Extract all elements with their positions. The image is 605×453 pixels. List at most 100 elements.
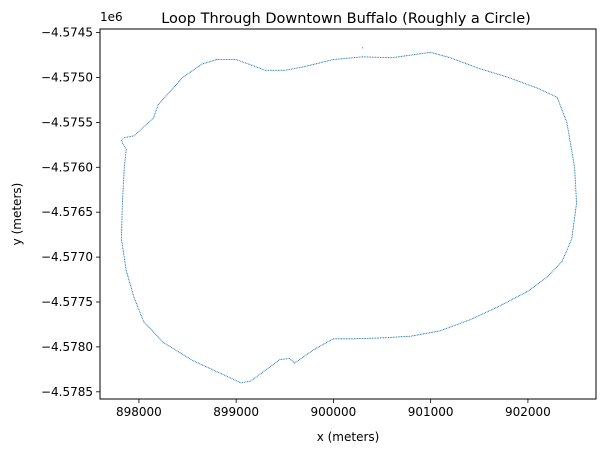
data-point — [463, 62, 465, 64]
data-point — [305, 65, 307, 67]
data-point — [224, 58, 226, 61]
data-point — [122, 142, 124, 144]
data-point — [175, 349, 177, 351]
data-point — [237, 59, 239, 61]
data-point — [545, 277, 547, 279]
data-point — [171, 347, 173, 349]
data-point — [150, 329, 152, 331]
x-axis-ticks: 898000 899000 900000 901000 902000 — [116, 399, 551, 419]
data-point — [492, 308, 494, 310]
data-point — [123, 178, 125, 180]
data-point — [122, 251, 124, 253]
y-tick-label: −4.5750 — [41, 70, 93, 84]
data-point — [275, 361, 277, 363]
data-point — [575, 187, 577, 190]
data-point — [553, 95, 555, 97]
data-point — [430, 331, 432, 334]
data-point — [484, 69, 486, 71]
data-point — [222, 58, 224, 61]
data-point — [217, 58, 219, 61]
data-point — [125, 153, 127, 155]
data-point — [306, 65, 308, 67]
data-point — [458, 323, 460, 325]
data-point — [120, 235, 123, 237]
data-point — [173, 86, 175, 88]
data-point — [179, 352, 181, 354]
data-point — [433, 331, 435, 333]
data-point — [400, 55, 403, 57]
data-point — [550, 93, 552, 96]
data-point — [573, 222, 575, 225]
data-point — [477, 315, 479, 317]
data-point — [519, 295, 521, 297]
data-point — [384, 337, 386, 339]
data-point — [268, 366, 270, 368]
data-point — [524, 83, 526, 85]
data-point — [424, 333, 426, 335]
data-point — [373, 56, 375, 58]
data-point — [571, 233, 573, 236]
data-point — [252, 65, 254, 67]
data-point — [139, 312, 141, 314]
data-point — [452, 58, 454, 60]
data-point — [571, 149, 573, 151]
data-point — [193, 360, 195, 362]
data-point — [486, 70, 488, 72]
data-point — [133, 135, 135, 137]
data-point — [450, 326, 452, 328]
data-point — [410, 54, 412, 56]
data-point — [547, 275, 550, 277]
data-point — [219, 58, 221, 61]
data-point — [567, 247, 569, 249]
data-point — [483, 69, 485, 71]
data-point — [234, 379, 236, 381]
x-tick-label: 899000 — [213, 405, 259, 419]
data-point — [156, 108, 158, 110]
data-point — [417, 53, 419, 55]
data-point — [168, 345, 170, 347]
data-point — [131, 135, 133, 137]
data-point — [436, 53, 438, 55]
data-point — [329, 59, 331, 61]
data-point — [229, 58, 231, 61]
data-point — [148, 121, 150, 123]
data-point — [121, 222, 123, 224]
data-point — [124, 147, 126, 149]
data-point — [441, 329, 443, 331]
data-point — [285, 358, 287, 360]
data-point — [418, 53, 420, 55]
data-point — [407, 54, 409, 57]
data-point — [320, 62, 322, 64]
data-point — [284, 358, 286, 360]
data-point — [357, 338, 359, 340]
data-point — [130, 286, 132, 288]
data-point — [365, 56, 367, 58]
data-point — [238, 381, 241, 383]
data-point — [560, 107, 562, 109]
data-point — [121, 215, 123, 217]
data-point — [482, 313, 484, 315]
data-point — [455, 324, 457, 326]
data-point — [264, 369, 266, 371]
data-point — [323, 61, 325, 63]
data-point — [130, 285, 132, 287]
data-point — [518, 80, 520, 83]
data-point — [439, 54, 441, 56]
data-point — [178, 80, 181, 82]
data-point — [362, 337, 364, 340]
y-offset-label: 1e6 — [100, 10, 123, 24]
data-point — [258, 374, 260, 376]
data-point — [210, 60, 212, 62]
data-point — [558, 102, 560, 104]
data-point — [526, 83, 528, 85]
data-point — [523, 292, 525, 294]
data-point — [565, 120, 567, 122]
data-point — [157, 103, 159, 105]
data-point — [575, 207, 577, 209]
data-point — [362, 56, 364, 58]
data-point — [285, 69, 287, 71]
data-point — [142, 318, 144, 320]
data-point — [378, 56, 380, 58]
data-point — [212, 369, 214, 371]
